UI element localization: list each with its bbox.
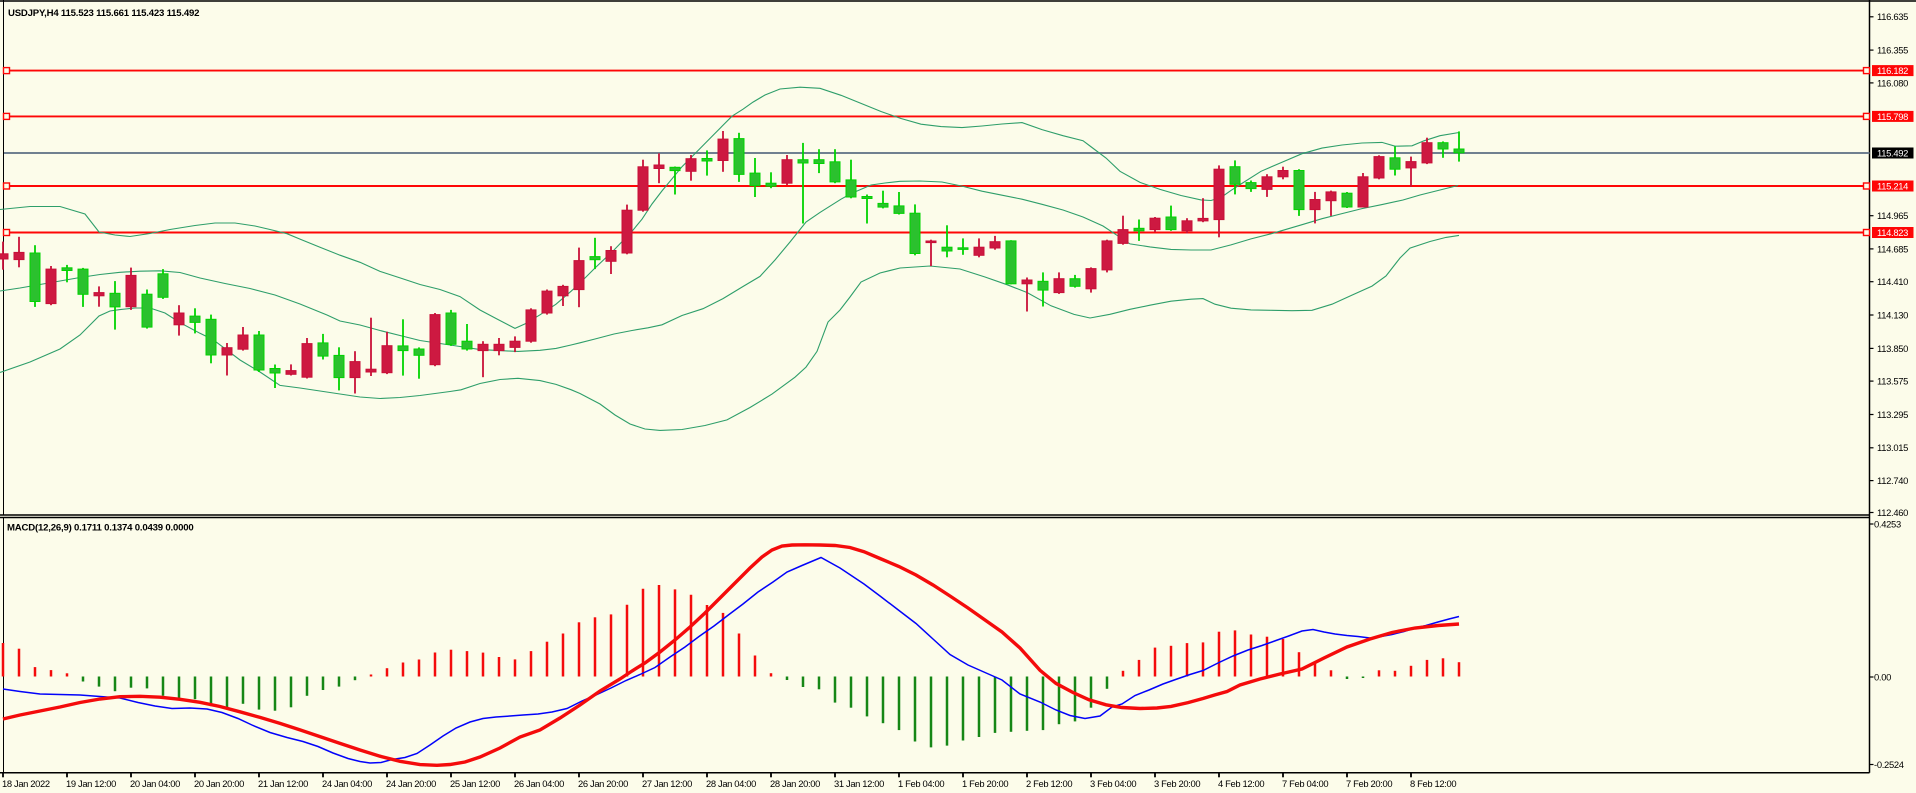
svg-text:0.00: 0.00 (1874, 671, 1891, 682)
svg-text:114.130: 114.130 (1877, 309, 1908, 320)
svg-text:-0.2524: -0.2524 (1874, 759, 1904, 770)
svg-text:8 Feb 12:00: 8 Feb 12:00 (1410, 778, 1456, 789)
svg-text:116.355: 116.355 (1877, 45, 1908, 56)
svg-text:21 Jan 12:00: 21 Jan 12:00 (258, 778, 308, 789)
svg-text:3 Feb 04:00: 3 Feb 04:00 (1090, 778, 1136, 789)
svg-text:20 Jan 20:00: 20 Jan 20:00 (194, 778, 244, 789)
svg-text:116.080: 116.080 (1877, 77, 1908, 88)
svg-text:112.460: 112.460 (1877, 507, 1908, 518)
svg-text:113.015: 113.015 (1877, 442, 1908, 453)
svg-text:115.798: 115.798 (1877, 111, 1908, 122)
svg-text:113.850: 113.850 (1877, 343, 1908, 354)
svg-text:2 Feb 12:00: 2 Feb 12:00 (1026, 778, 1072, 789)
svg-text:115.492: 115.492 (1877, 147, 1908, 158)
svg-text:25 Jan 12:00: 25 Jan 12:00 (450, 778, 500, 789)
svg-text:24 Jan 20:00: 24 Jan 20:00 (386, 778, 436, 789)
svg-text:115.214: 115.214 (1877, 180, 1908, 191)
svg-text:3 Feb 20:00: 3 Feb 20:00 (1154, 778, 1200, 789)
svg-text:1 Feb 04:00: 1 Feb 04:00 (898, 778, 944, 789)
svg-text:USDJPY,H4 115.523 115.661 115: USDJPY,H4 115.523 115.661 115.423 115.49… (8, 8, 199, 19)
svg-text:18 Jan 2022: 18 Jan 2022 (2, 778, 50, 789)
svg-text:114.965: 114.965 (1877, 210, 1908, 221)
svg-text:1 Feb 20:00: 1 Feb 20:00 (962, 778, 1008, 789)
svg-text:114.823: 114.823 (1877, 227, 1908, 238)
svg-text:28 Jan 04:00: 28 Jan 04:00 (706, 778, 756, 789)
svg-text:114.410: 114.410 (1877, 276, 1908, 287)
svg-text:112.740: 112.740 (1877, 475, 1908, 486)
svg-text:116.635: 116.635 (1877, 11, 1908, 22)
svg-text:19 Jan 12:00: 19 Jan 12:00 (66, 778, 116, 789)
svg-text:31 Jan 12:00: 31 Jan 12:00 (834, 778, 884, 789)
svg-text:20 Jan 04:00: 20 Jan 04:00 (130, 778, 180, 789)
svg-text:114.685: 114.685 (1877, 243, 1908, 254)
svg-text:0.4253: 0.4253 (1874, 518, 1901, 529)
svg-text:7 Feb 04:00: 7 Feb 04:00 (1282, 778, 1328, 789)
svg-text:26 Jan 20:00: 26 Jan 20:00 (578, 778, 628, 789)
svg-text:116.182: 116.182 (1877, 65, 1908, 76)
svg-text:4 Feb 12:00: 4 Feb 12:00 (1218, 778, 1264, 789)
svg-text:MACD(12,26,9) 0.1711 0.1374 0.: MACD(12,26,9) 0.1711 0.1374 0.0439 0.000… (7, 523, 193, 534)
svg-text:7 Feb 20:00: 7 Feb 20:00 (1346, 778, 1392, 789)
svg-text:24 Jan 04:00: 24 Jan 04:00 (322, 778, 372, 789)
svg-text:27 Jan 12:00: 27 Jan 12:00 (642, 778, 692, 789)
svg-text:113.295: 113.295 (1877, 409, 1908, 420)
svg-text:26 Jan 04:00: 26 Jan 04:00 (514, 778, 564, 789)
svg-text:28 Jan 20:00: 28 Jan 20:00 (770, 778, 820, 789)
svg-text:113.575: 113.575 (1877, 376, 1908, 387)
